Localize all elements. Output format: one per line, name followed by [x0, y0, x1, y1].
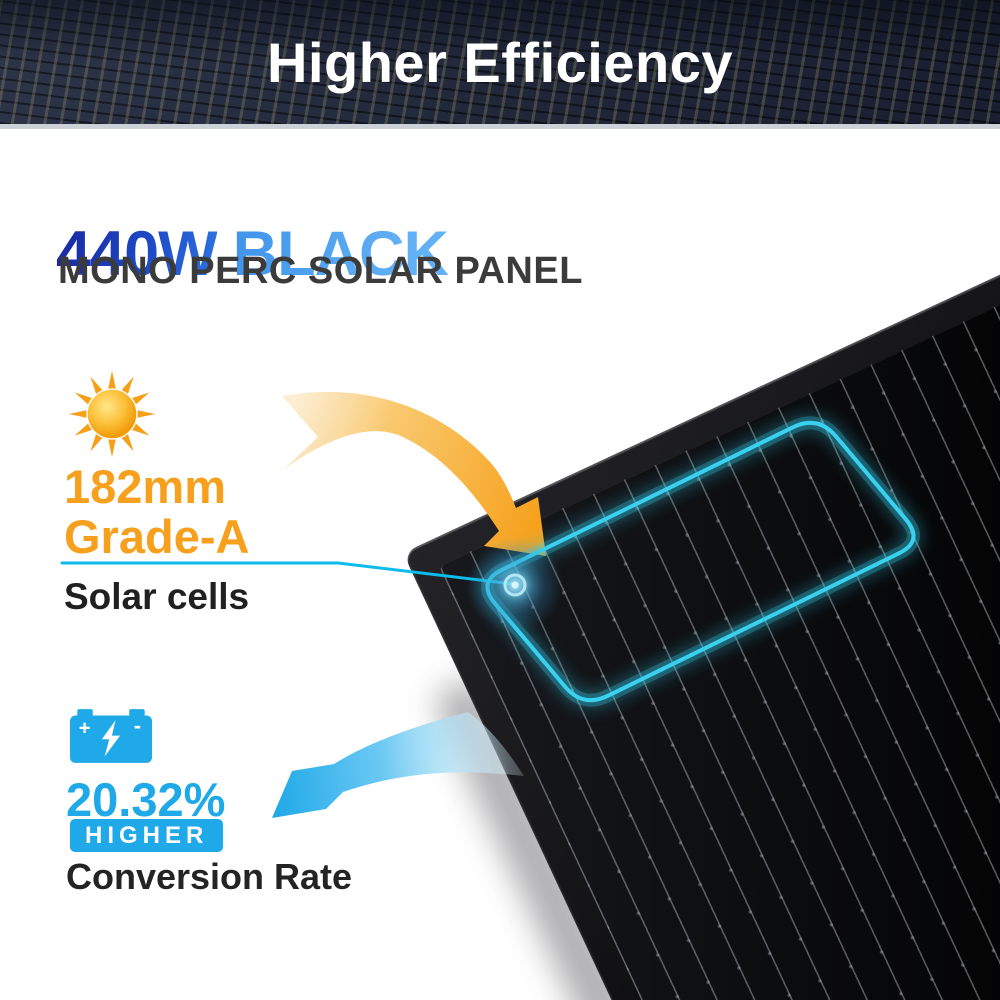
- wattage-text: 440W: [56, 219, 218, 290]
- conversion-rate-label: Conversion Rate: [66, 856, 353, 897]
- battery-charge-icon: + -: [70, 709, 152, 763]
- banner-title: Higher Efficiency: [267, 30, 733, 94]
- battery-minus-label: -: [134, 713, 141, 738]
- sun-icon: [68, 370, 156, 458]
- cell-size-text: 182mm Grade-A: [64, 462, 249, 562]
- solar-farm-photo: [0, 0, 1000, 124]
- lightning-bolt-icon: [101, 720, 121, 757]
- conversion-rate-value: 20.32%: [66, 773, 226, 826]
- product-headline: 440W BLACK: [56, 218, 449, 290]
- banner: Higher Efficiency: [0, 0, 1000, 129]
- higher-badge: HIGHER: [70, 819, 224, 852]
- cell-size-value: 182mm: [64, 460, 226, 513]
- panel-frame: [403, 109, 1000, 1000]
- variant-text: BLACK: [232, 219, 449, 290]
- solar-cells-label: Solar cells: [64, 576, 250, 617]
- battery-plus-label: +: [79, 718, 91, 740]
- product-subtitle: MONO PERC SOLAR PANEL: [58, 250, 583, 292]
- cell-grade-value: Grade-A: [64, 509, 250, 563]
